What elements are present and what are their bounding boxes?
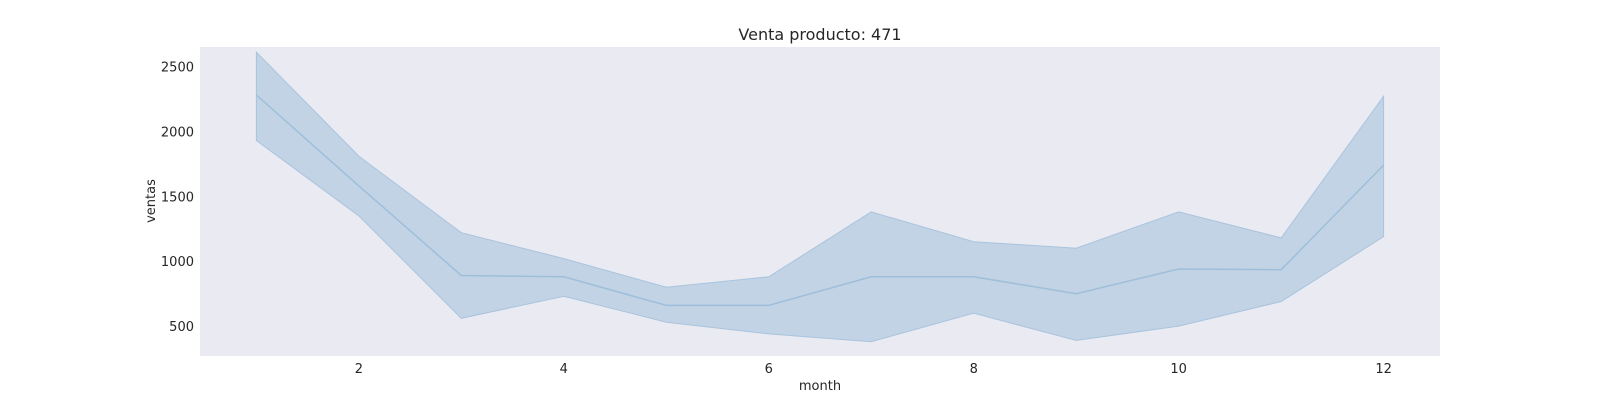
series-line <box>255 94 1385 307</box>
x-tick-label: 4 <box>560 362 568 377</box>
confidence-band <box>255 50 1385 343</box>
y-axis-label: ventas <box>144 179 159 223</box>
y-tick-label: 1000 <box>161 255 194 270</box>
y-tick-label: 2000 <box>161 125 194 140</box>
x-tick-label: 8 <box>970 362 978 377</box>
y-tick-label: 1500 <box>161 190 194 205</box>
x-axis-label: month <box>799 379 841 394</box>
y-axis-ticks: 500 1000 1500 2000 2500 <box>161 60 194 335</box>
x-tick-label: 12 <box>1375 362 1392 377</box>
y-tick-label: 2500 <box>161 60 194 75</box>
x-tick-label: 2 <box>355 362 363 377</box>
y-tick-label: 500 <box>169 320 194 335</box>
x-tick-label: 6 <box>765 362 773 377</box>
x-axis-ticks: 2 4 6 8 10 12 <box>355 362 1392 377</box>
x-tick-label: 10 <box>1170 362 1187 377</box>
chart-title: Venta producto: 471 <box>738 25 901 44</box>
